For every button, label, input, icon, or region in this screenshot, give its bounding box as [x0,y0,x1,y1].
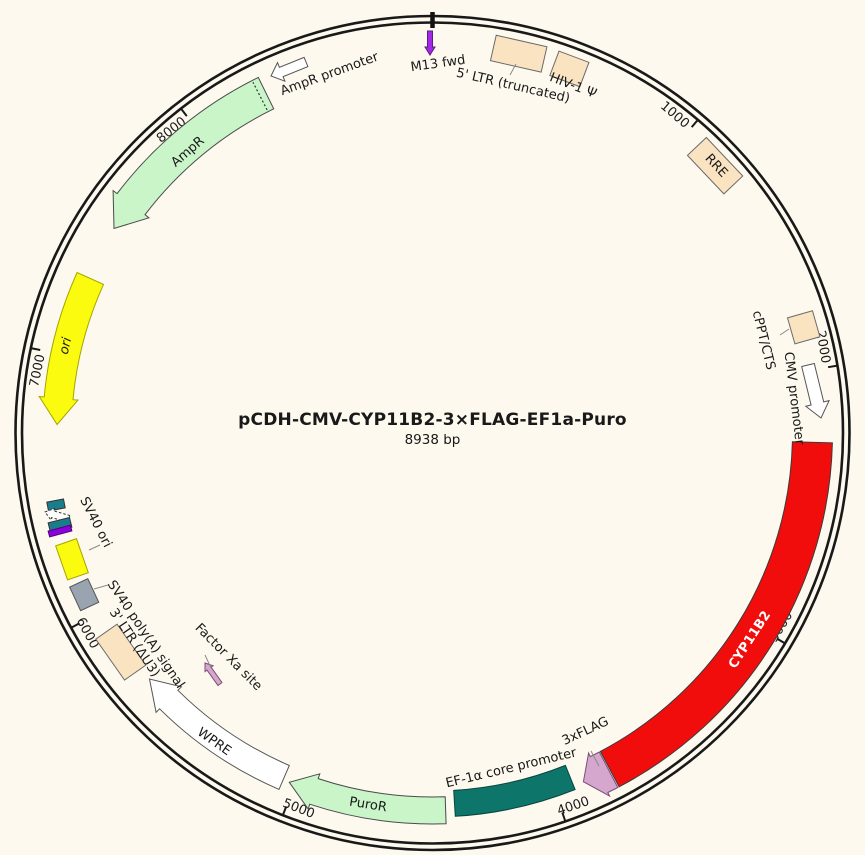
feature-sv40-ori[interactable] [55,538,89,581]
feature-label-ampr-promoter[interactable]: AmpR promoter [278,49,381,99]
feature-small-purple-box[interactable] [47,524,73,538]
feature-sv40-poly-a-signal[interactable] [68,578,100,612]
feature-hiv-1[interactable] [549,50,590,88]
feature-ampr-boundary [252,82,268,111]
tick-4000 [561,812,567,822]
feature-label-cmv-promoter[interactable]: CMV promoter [781,351,807,446]
tick-1000 [690,119,699,128]
tick-label-7000: 7000 [27,353,49,388]
leader-line-3 [204,654,212,669]
feature-label-3xflag[interactable]: 3xFLAG [560,714,611,749]
feature-label-cppt-cts[interactable]: cPPT/CTS [749,309,778,371]
feature-cyp11b2[interactable] [599,441,833,788]
leader-line-1 [779,328,790,336]
feature-m13-fwd[interactable] [424,30,436,56]
tick-7000 [30,347,41,351]
feature-3xflag[interactable] [582,751,619,798]
feature-5-ltr-truncated[interactable] [489,34,548,73]
feature-ori[interactable] [38,271,105,426]
feature-ampr[interactable] [112,76,275,230]
tick-label-4000: 4000 [555,794,591,819]
leader-line-0 [509,63,517,76]
plasmid-backbone-outer-ring[interactable] [14,14,851,852]
tick-label-2000: 2000 [813,330,833,365]
feature-ampr-promoter[interactable] [270,56,309,83]
feature-label-ori[interactable]: ori [57,336,76,356]
tick-5000 [281,806,288,816]
feature-cppt-cts[interactable] [786,310,821,345]
tick-label-6000: 6000 [73,615,102,651]
feature-3-ltr-u3[interactable] [95,623,147,681]
feature-label-factor-xa-site[interactable]: Factor Xa site [192,621,265,694]
tick-2000 [827,364,838,369]
feature-small-teal-box-1[interactable] [46,498,66,512]
feature-cmv-promoter[interactable] [801,362,830,419]
feature-wpre[interactable] [148,678,290,791]
tick-6000 [70,622,80,629]
plasmid-backbone-inner-ring[interactable] [20,21,845,845]
tick-8000 [180,107,188,117]
feature-factor-xa-site[interactable] [204,662,223,687]
feature-label-puror[interactable]: PuroR [348,795,388,816]
feature-puror[interactable] [288,773,447,825]
feature-ef-1-core-promoter[interactable] [453,764,576,817]
leader-line-4 [93,584,109,590]
feature-label-sv40-ori[interactable]: SV40 ori [76,495,114,551]
tick-3000 [776,637,786,645]
feature-rre[interactable] [686,136,744,195]
leader-line-2 [590,750,600,767]
leader-line-5 [88,544,101,551]
